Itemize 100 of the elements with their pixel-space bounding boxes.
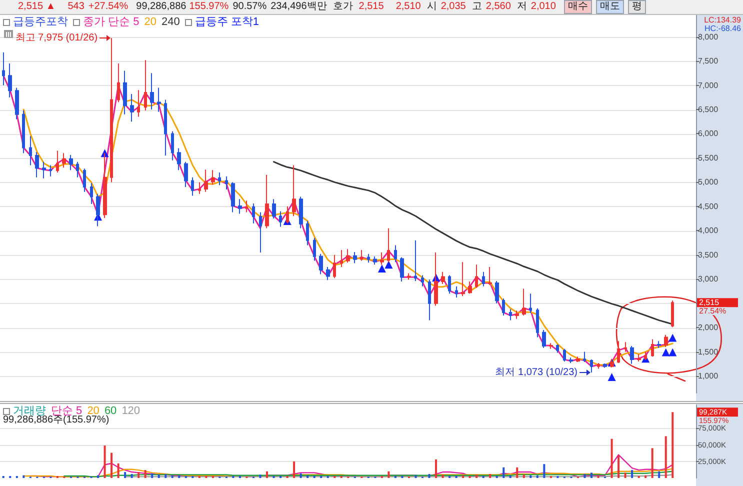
text: +27.54% xyxy=(88,1,128,13)
candlestick xyxy=(272,198,276,220)
candlestick xyxy=(333,254,336,279)
text: 60 xyxy=(104,405,117,417)
candlestick xyxy=(245,200,248,213)
candlestick xyxy=(157,87,161,112)
candlestick xyxy=(319,253,323,275)
candlestick xyxy=(475,264,478,288)
candlestick xyxy=(522,288,526,316)
bar xyxy=(651,448,654,478)
candlestick xyxy=(117,62,120,103)
bar xyxy=(664,436,667,478)
bar xyxy=(124,472,126,478)
text: 종가 단순 5 xyxy=(83,16,140,28)
candlestick xyxy=(299,196,303,229)
point xyxy=(668,334,677,342)
candlestick xyxy=(448,274,451,294)
text: 99,286,886 xyxy=(136,1,186,13)
candlestick xyxy=(617,340,620,364)
bar xyxy=(293,461,296,478)
text: HC:-68.46 xyxy=(704,24,742,33)
candlestick xyxy=(164,99,167,156)
candlestick xyxy=(49,164,52,177)
annotation: 최고 7,975 (01/26) xyxy=(15,32,98,44)
candlestick xyxy=(482,271,485,287)
bar xyxy=(502,467,505,478)
text: 20 xyxy=(87,405,100,417)
bar xyxy=(266,471,268,478)
candlestick xyxy=(259,212,262,253)
text: 2,510 xyxy=(396,1,421,13)
candlestick xyxy=(22,110,25,154)
bar xyxy=(462,475,464,478)
text: 저 xyxy=(516,1,527,13)
bar xyxy=(151,473,154,478)
candlestick xyxy=(103,152,107,219)
point xyxy=(662,348,670,356)
candlestick xyxy=(644,351,647,361)
text: 155.97% xyxy=(189,1,229,13)
candlestick xyxy=(536,308,539,338)
candlestick xyxy=(218,172,221,186)
legend-title: 급등주포착 xyxy=(13,16,68,28)
candlestick xyxy=(434,252,438,306)
bar xyxy=(618,455,620,478)
candlestick xyxy=(326,266,330,281)
candlestick xyxy=(624,342,627,352)
candlestick xyxy=(657,340,661,348)
y-tick-label: 1,000 xyxy=(698,372,719,381)
text: 2,515 ▲ xyxy=(18,1,56,13)
candlestick xyxy=(455,286,458,298)
line-series xyxy=(273,161,674,325)
text: 234,496백만 xyxy=(270,1,327,13)
bar xyxy=(388,471,390,478)
candlestick xyxy=(225,176,228,190)
candlestick xyxy=(231,182,235,213)
candlestick xyxy=(461,262,465,297)
bar xyxy=(610,438,613,478)
candlestick xyxy=(441,271,445,284)
bar xyxy=(259,474,262,478)
candlestick xyxy=(387,228,390,263)
text: 90.57% xyxy=(232,1,267,13)
candlestick xyxy=(238,198,242,214)
bar xyxy=(590,472,592,478)
annotation: 99,286,886주(155.97%) xyxy=(3,414,110,426)
text: 단순 5 xyxy=(51,405,82,417)
candlestick xyxy=(590,359,593,373)
candlestick xyxy=(313,237,316,262)
candlestick xyxy=(340,250,343,268)
candlestick xyxy=(610,358,614,368)
text: 27.54% xyxy=(699,306,726,316)
point xyxy=(668,348,677,356)
bar xyxy=(435,459,438,478)
candlestick xyxy=(664,334,668,348)
bar xyxy=(158,474,160,478)
y-tick-label: 7,000 xyxy=(698,80,719,90)
point xyxy=(608,373,616,382)
point xyxy=(384,260,393,269)
candlestick xyxy=(400,256,404,282)
candlestick xyxy=(35,152,39,178)
bar xyxy=(22,475,25,478)
bar xyxy=(530,475,532,478)
bar xyxy=(306,475,309,478)
candlestick xyxy=(56,150,59,173)
bar xyxy=(543,464,546,478)
candlestick xyxy=(171,130,174,161)
candlestick xyxy=(29,136,32,166)
text: 호가 xyxy=(332,1,353,13)
candlestick xyxy=(69,154,73,171)
annotation: 최저 1,073 (10/23) xyxy=(495,367,578,378)
candlestick xyxy=(569,357,573,364)
bar xyxy=(672,412,674,478)
candlestick xyxy=(15,87,19,120)
candlestick xyxy=(556,344,559,354)
candlestick xyxy=(265,174,269,229)
y-tick-label: 3,500 xyxy=(698,250,719,260)
candlestick xyxy=(177,148,181,171)
candlestick xyxy=(110,38,113,183)
bar xyxy=(658,471,660,478)
candlestick xyxy=(144,60,147,111)
bar xyxy=(584,474,586,478)
bar xyxy=(414,475,417,478)
